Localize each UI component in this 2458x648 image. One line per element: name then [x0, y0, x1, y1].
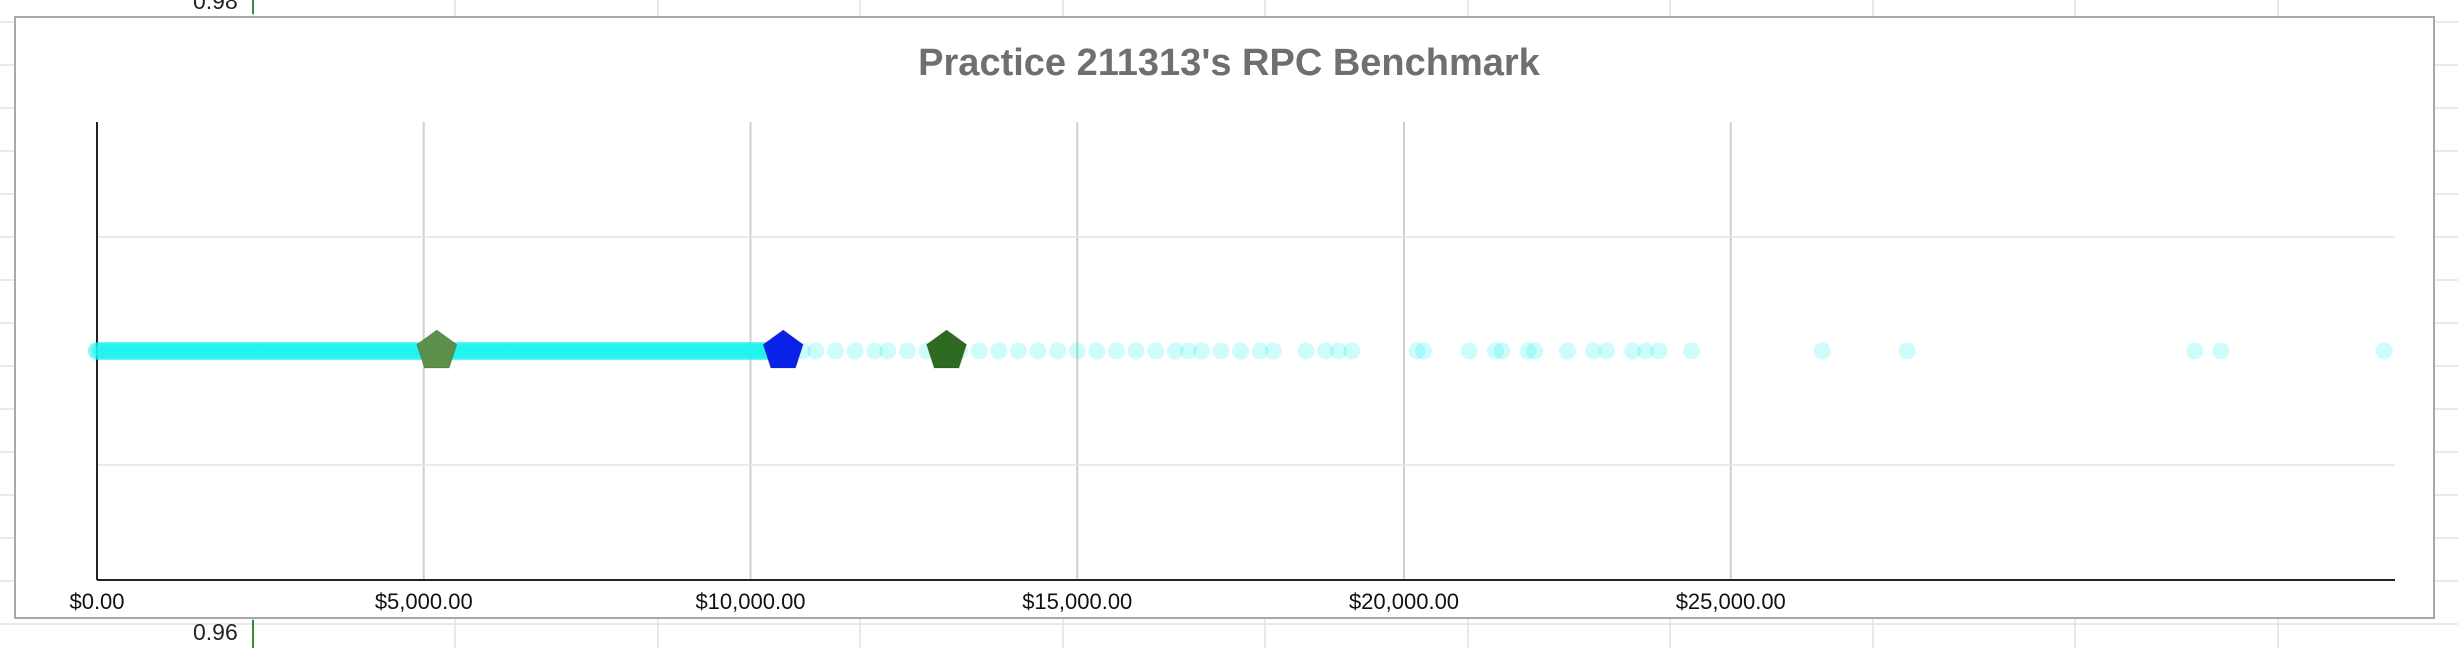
row-label-top: 0.98 — [193, 0, 238, 14]
data-point — [1460, 342, 1478, 360]
data-point — [970, 342, 988, 360]
data-point — [1408, 342, 1426, 360]
data-point — [1179, 342, 1197, 360]
data-point — [1317, 342, 1335, 360]
data-point — [1624, 342, 1642, 360]
data-point — [1212, 342, 1230, 360]
data-point — [1068, 342, 1086, 360]
data-point — [1088, 342, 1106, 360]
x-tick-label: $10,000.00 — [695, 589, 805, 614]
data-point — [1029, 342, 1047, 360]
data-point — [990, 342, 1008, 360]
data-point — [1192, 342, 1210, 360]
data-point — [866, 342, 884, 360]
data-point — [807, 342, 825, 360]
data-point — [1297, 342, 1315, 360]
data-point — [1415, 342, 1433, 360]
data-point — [1166, 342, 1184, 360]
data-point — [2375, 342, 2393, 360]
practice-marker — [762, 329, 804, 369]
data-point — [1486, 342, 1504, 360]
data-point — [1330, 342, 1348, 360]
data-point — [1232, 342, 1250, 360]
row-label-bottom: 0.96 — [193, 619, 238, 645]
data-point — [1650, 342, 1668, 360]
data-point — [1813, 342, 1831, 360]
data-point — [898, 342, 916, 360]
x-tick-label: $15,000.00 — [1022, 589, 1132, 614]
x-tick-label: $0.00 — [69, 589, 124, 614]
x-tick-label: $5,000.00 — [375, 589, 473, 614]
data-point — [1493, 342, 1511, 360]
data-point — [2212, 342, 2230, 360]
data-point — [1251, 342, 1269, 360]
data-point — [1683, 342, 1701, 360]
data-point — [1107, 342, 1125, 360]
data-point — [1147, 342, 1165, 360]
data-point — [1558, 342, 1576, 360]
data-point — [1049, 342, 1067, 360]
data-point — [1585, 342, 1603, 360]
data-point — [1343, 342, 1361, 360]
data-point — [879, 342, 897, 360]
benchmark-marker — [416, 329, 458, 369]
chart-title: Practice 211313's RPC Benchmark — [918, 42, 1540, 84]
data-point — [1526, 342, 1544, 360]
data-point — [1264, 342, 1282, 360]
data-point — [2186, 342, 2204, 360]
data-point — [1898, 342, 1916, 360]
data-point — [1009, 342, 1027, 360]
data-point — [1637, 342, 1655, 360]
x-tick-label: $25,000.00 — [1676, 589, 1786, 614]
data-point — [846, 342, 864, 360]
data-point — [1127, 342, 1145, 360]
x-tick-label: $20,000.00 — [1349, 589, 1459, 614]
chart-frame[interactable] — [14, 16, 2435, 619]
data-point — [1598, 342, 1616, 360]
benchmark-marker — [926, 329, 968, 369]
data-point — [826, 342, 844, 360]
data-point — [1519, 342, 1537, 360]
